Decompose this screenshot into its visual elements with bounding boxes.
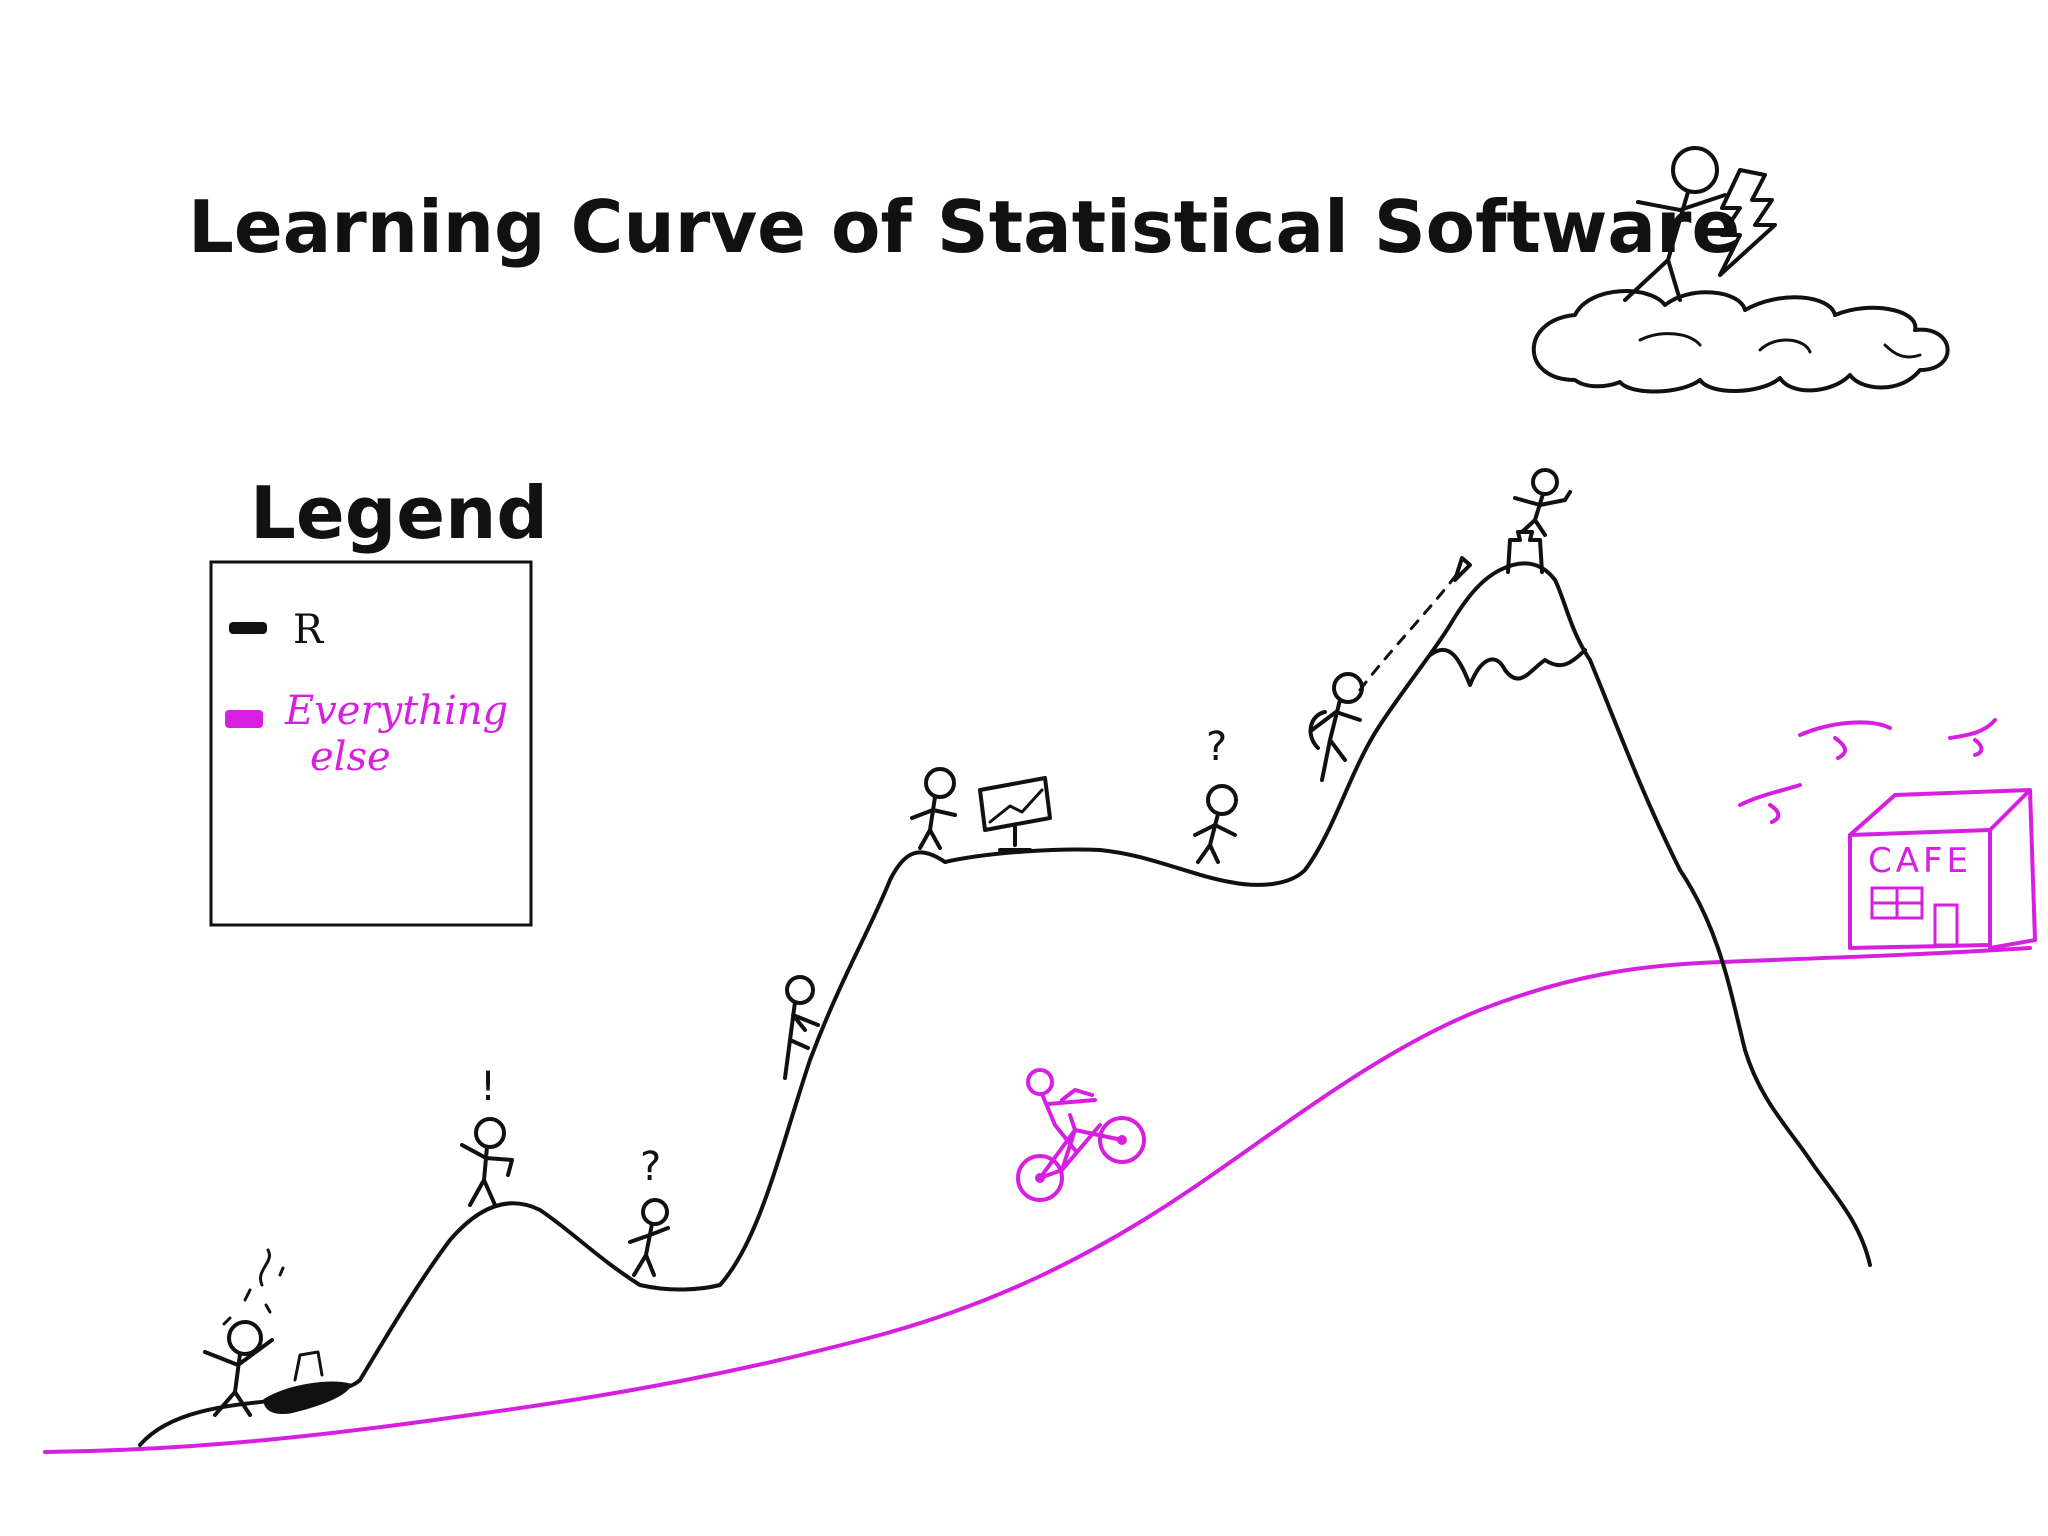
question-mark-plateau: ? bbox=[1206, 724, 1227, 770]
question-mark-valley: ? bbox=[640, 1144, 661, 1190]
legend-label-everything-else-line2: else bbox=[310, 734, 391, 780]
cafe-door bbox=[1933, 903, 1959, 947]
everything-else-curve bbox=[43, 946, 2032, 1454]
figure-climbing-slope bbox=[783, 975, 820, 1080]
chart-easel-icon bbox=[978, 776, 1052, 832]
r-curve bbox=[138, 561, 1872, 1447]
bird-icon bbox=[1738, 783, 1802, 824]
stick-figure-head bbox=[1671, 146, 1719, 194]
birds bbox=[1738, 718, 1997, 824]
lightning-icon bbox=[1718, 168, 1777, 277]
legend-swatch-everything-else bbox=[225, 710, 263, 728]
excited-figure-hill: ! bbox=[460, 1064, 514, 1207]
puzzled-walker-plateau: ? bbox=[1193, 724, 1238, 864]
bird-icon bbox=[1798, 720, 1892, 760]
figure-with-chart bbox=[910, 767, 1052, 852]
sky-figure-on-cloud bbox=[1531, 146, 1950, 394]
legend-label-r: R bbox=[293, 607, 325, 653]
puzzled-figure-valley: ? bbox=[628, 1144, 670, 1277]
stick-figure-body bbox=[1623, 190, 1727, 302]
legend: Legend R Everything else bbox=[209, 471, 548, 927]
legend-label-everything-else-line1: Everything bbox=[284, 688, 508, 734]
legend-swatch-r bbox=[229, 622, 267, 634]
cafe-sign: CAFE bbox=[1868, 841, 1972, 881]
laptop-icon bbox=[263, 1381, 353, 1414]
exclamation-mark: ! bbox=[480, 1064, 496, 1110]
bird-icon bbox=[1948, 718, 1997, 757]
legend-box bbox=[209, 560, 533, 927]
cloud-icon bbox=[1531, 289, 1950, 394]
legend-title: Legend bbox=[250, 471, 548, 555]
summit-figure bbox=[1506, 468, 1572, 574]
diagram-title: Learning Curve of Statistical Software bbox=[188, 185, 1740, 269]
beginner-with-laptop bbox=[203, 1248, 353, 1417]
cafe-building: CAFE bbox=[1848, 788, 2037, 950]
climber-with-rope bbox=[1308, 556, 1472, 782]
cyclist-everything-else bbox=[1016, 1068, 1146, 1202]
snow-cap bbox=[1428, 647, 1587, 687]
